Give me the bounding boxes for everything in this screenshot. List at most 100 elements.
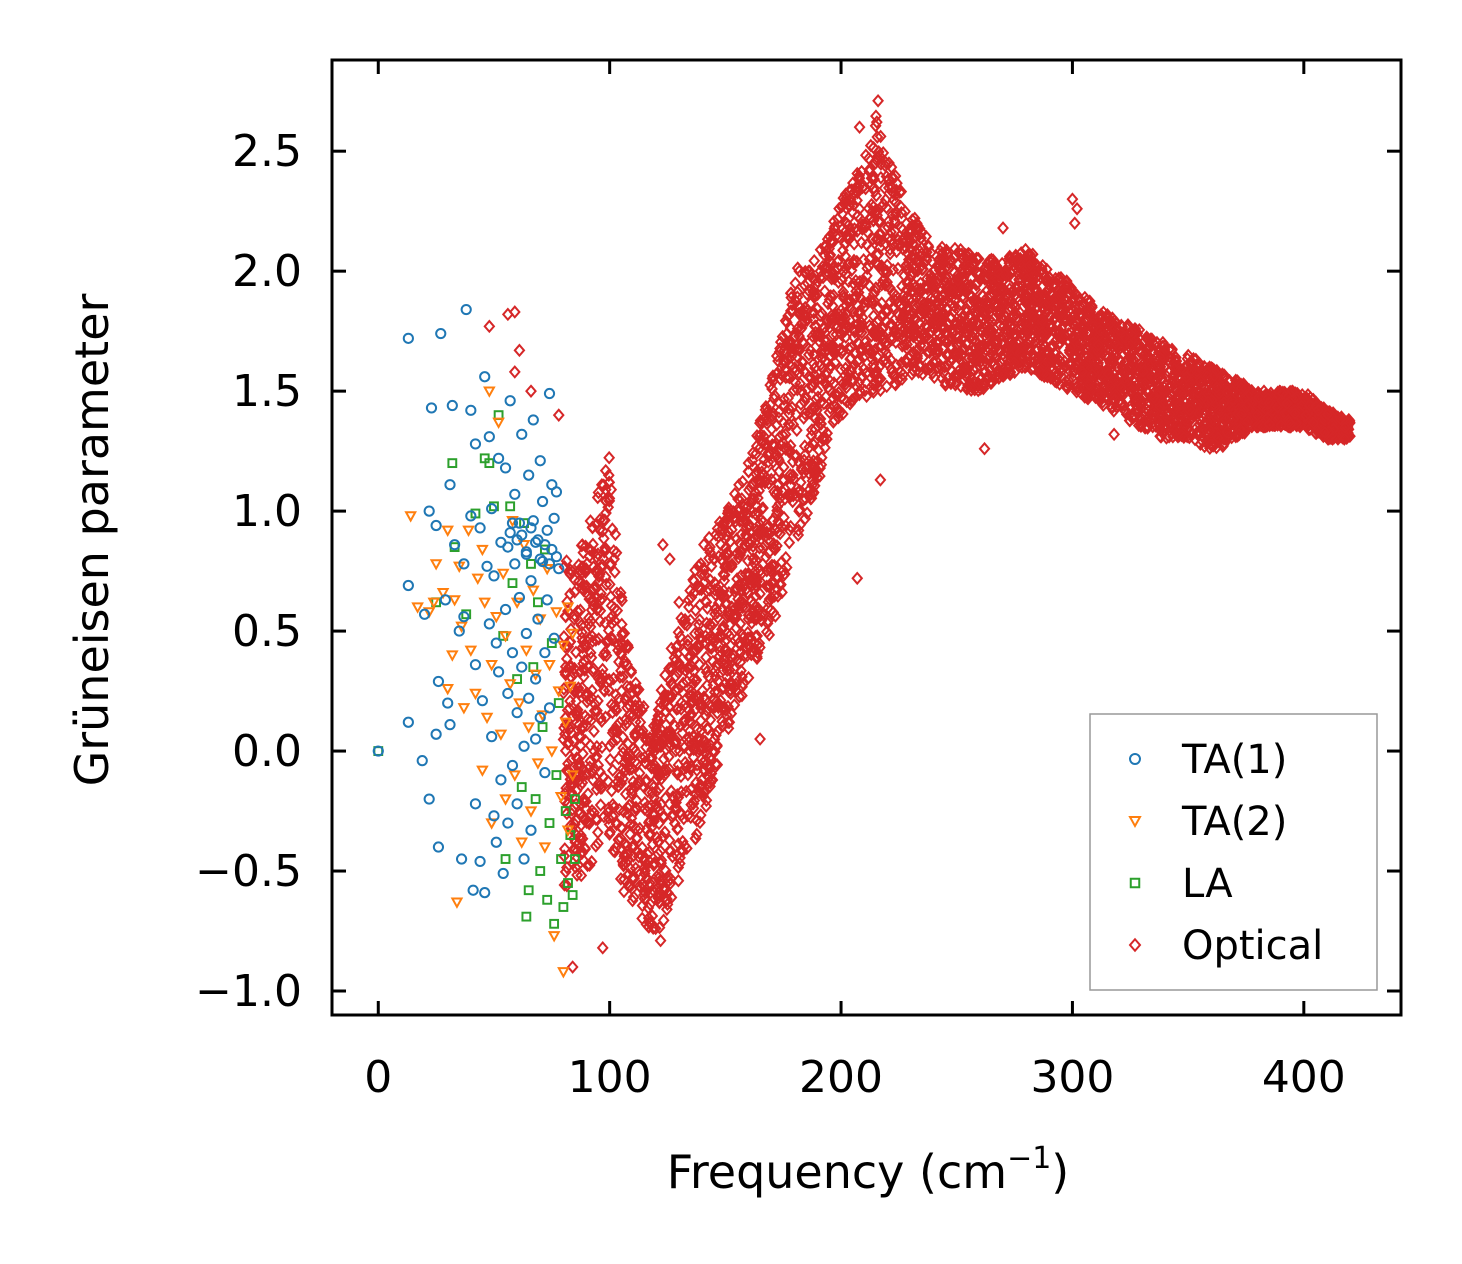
optical-point <box>684 810 697 825</box>
optical-point <box>847 373 860 388</box>
optical-point <box>1092 356 1105 370</box>
optical-point <box>734 544 747 559</box>
optical-point <box>693 625 706 640</box>
optical-point <box>1109 335 1122 350</box>
optical-point <box>625 811 638 826</box>
optical-point <box>914 338 927 353</box>
optical-point <box>564 779 577 794</box>
optical-point <box>924 274 937 288</box>
optical-point <box>752 505 765 520</box>
optical-point <box>778 392 790 406</box>
optical-point <box>1107 348 1120 362</box>
optical-point <box>902 325 915 339</box>
optical-point <box>889 335 902 350</box>
optical-point <box>742 554 754 568</box>
optical-point <box>624 827 636 841</box>
optical-point <box>816 351 829 366</box>
optical-point <box>903 235 916 250</box>
optical-point <box>832 275 845 290</box>
optical-point <box>759 399 772 414</box>
optical-point <box>702 742 714 757</box>
optical-point <box>627 708 640 722</box>
optical-point <box>597 648 610 662</box>
optical-point <box>672 758 685 772</box>
optical-point <box>995 367 1008 381</box>
optical-point <box>722 501 735 515</box>
optical-point <box>703 583 716 597</box>
optical-point <box>650 718 663 732</box>
optical-point <box>602 774 614 789</box>
optical-point <box>1041 369 1054 384</box>
optical-point <box>562 639 575 654</box>
optical-point <box>586 683 599 698</box>
optical-point <box>857 253 870 267</box>
optical-point <box>1118 383 1131 397</box>
optical-point <box>1113 339 1126 353</box>
optical-point <box>679 755 692 770</box>
optical-point <box>746 446 759 460</box>
optical-point <box>699 709 712 723</box>
optical-point <box>786 297 799 312</box>
optical-point <box>602 468 615 483</box>
optical-point <box>833 201 846 216</box>
optical-point <box>653 855 666 870</box>
optical-point <box>907 346 920 361</box>
optical-point <box>1003 277 1016 292</box>
optical-point <box>1019 324 1032 339</box>
optical-point <box>680 784 693 799</box>
optical-point <box>972 376 985 391</box>
optical-point <box>870 281 882 295</box>
optical-point <box>851 306 864 320</box>
optical-point <box>1101 384 1114 399</box>
optical-point <box>619 787 632 801</box>
optical-point <box>944 330 956 345</box>
optical-point <box>780 347 793 361</box>
optical-point <box>850 254 863 269</box>
optical-point <box>839 249 852 263</box>
optical-point <box>1038 309 1050 323</box>
optical-point <box>807 437 820 452</box>
optical-point <box>1003 249 1016 264</box>
optical-point <box>1016 360 1028 375</box>
optical-point <box>839 237 852 251</box>
optical-point <box>722 715 735 730</box>
optical-point <box>631 705 644 720</box>
optical-point <box>646 807 659 822</box>
optical-point <box>785 286 798 300</box>
optical-point <box>832 253 845 268</box>
optical-point <box>607 809 619 824</box>
optical-point <box>582 659 594 674</box>
optical-point <box>1004 365 1017 379</box>
optical-point <box>1072 339 1085 354</box>
optical-point <box>561 594 574 609</box>
optical-point <box>591 825 604 840</box>
optical-point <box>795 461 808 475</box>
optical-point <box>949 377 962 392</box>
optical-point <box>772 405 785 419</box>
optical-point <box>870 115 883 129</box>
optical-point <box>582 712 594 726</box>
optical-point <box>867 140 880 155</box>
optical-point <box>1139 421 1152 435</box>
optical-point <box>987 358 1000 373</box>
optical-point <box>688 574 700 589</box>
optical-point <box>616 670 629 684</box>
optical-point <box>1145 369 1158 384</box>
optical-point <box>1009 288 1022 302</box>
optical-point <box>576 681 589 695</box>
optical-point <box>712 529 725 544</box>
optical-point <box>974 310 987 325</box>
optical-point <box>1241 414 1254 429</box>
optical-point <box>760 439 773 453</box>
optical-point <box>1057 295 1070 310</box>
optical-point <box>575 538 588 553</box>
optical-point <box>1181 421 1193 435</box>
optical-point <box>988 256 1001 270</box>
optical-point <box>689 742 702 757</box>
optical-point <box>807 356 820 371</box>
optical-point <box>782 417 795 432</box>
optical-point <box>789 294 802 309</box>
optical-point <box>792 528 805 542</box>
optical-point <box>717 718 730 733</box>
